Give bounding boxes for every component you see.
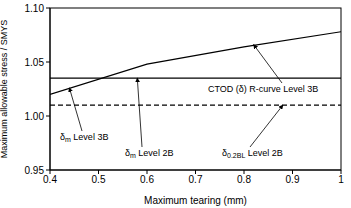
svg-text:Maximum allowable stress / SMY: Maximum allowable stress / SMYS bbox=[0, 20, 9, 159]
svg-text:δ0.2BL Level 2B: δ0.2BL Level 2B bbox=[222, 148, 283, 159]
svg-text:0.9: 0.9 bbox=[286, 174, 300, 185]
svg-text:1.10: 1.10 bbox=[25, 3, 45, 14]
svg-text:1.00: 1.00 bbox=[25, 111, 45, 122]
svg-text:0.7: 0.7 bbox=[189, 174, 203, 185]
svg-text:δm Level 2B: δm Level 2B bbox=[125, 148, 173, 159]
svg-text:1: 1 bbox=[338, 174, 344, 185]
svg-text:0.4: 0.4 bbox=[43, 174, 57, 185]
svg-text:1.05: 1.05 bbox=[25, 57, 45, 68]
svg-text:Maximum tearing (mm): Maximum tearing (mm) bbox=[144, 195, 247, 206]
svg-text:0.95: 0.95 bbox=[25, 165, 45, 176]
svg-text:0.5: 0.5 bbox=[92, 174, 106, 185]
svg-text:CTOD (δ) R-curve Level 3B: CTOD (δ) R-curve Level 3B bbox=[208, 84, 318, 94]
svg-text:0.8: 0.8 bbox=[237, 174, 251, 185]
svg-text:0.6: 0.6 bbox=[140, 174, 154, 185]
svg-text:δm Level 3B: δm Level 3B bbox=[60, 132, 108, 143]
